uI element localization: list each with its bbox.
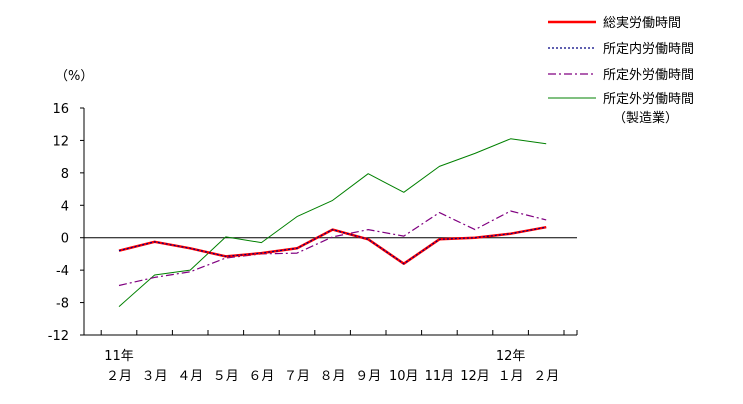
chart-axes: 16 12 8 4 0 -4 -8 -12 （%） ２月 ３月 ４月 ５月 ６月 ７月 ８月 ９月 10月 11月 1… bbox=[48, 69, 578, 384]
x-tick-label: ９月 bbox=[355, 369, 381, 384]
x-tick-label: ８月 bbox=[320, 369, 346, 384]
x-tick-label: 12月 bbox=[460, 369, 490, 384]
x-tick-label: 10月 bbox=[389, 369, 419, 384]
x-year-label: 12年 bbox=[496, 349, 526, 364]
x-tick-label: ２月 bbox=[533, 369, 559, 384]
y-tick-label: 4 bbox=[61, 199, 69, 214]
y-tick-label: 8 bbox=[61, 167, 69, 182]
legend-label-1: 所定内労働時間 bbox=[603, 41, 694, 57]
x-tick-label: ６月 bbox=[248, 369, 274, 384]
series-line-3 bbox=[118, 138, 547, 307]
y-unit-label: （%） bbox=[55, 69, 93, 84]
legend-label-3: 所定外労働時間 bbox=[603, 92, 694, 107]
y-tick-label: 0 bbox=[61, 232, 69, 247]
y-tick-label: -8 bbox=[56, 297, 69, 312]
legend-label-3-line2: （製造業） bbox=[613, 110, 678, 126]
y-tick-label: -4 bbox=[56, 264, 69, 279]
x-tick-label: ２月 bbox=[106, 369, 132, 384]
x-year-label: 11年 bbox=[104, 349, 134, 364]
x-tick-label: ３月 bbox=[142, 369, 168, 384]
y-tick-label: 12 bbox=[52, 134, 69, 149]
y-tick-label: 16 bbox=[52, 102, 69, 117]
x-tick-label: １月 bbox=[498, 369, 524, 384]
y-tick-label: -12 bbox=[48, 329, 69, 344]
series-line-1 bbox=[118, 226, 547, 265]
series-layer bbox=[118, 138, 547, 307]
x-tick-label: ４月 bbox=[177, 369, 203, 384]
x-tick-label: ５月 bbox=[213, 369, 239, 384]
legend-label-0: 総実労働時間 bbox=[603, 15, 681, 31]
series-line-0 bbox=[118, 225, 547, 265]
x-tick-label: ７月 bbox=[284, 369, 310, 384]
legend-label-2: 所定外労働時間 bbox=[603, 68, 694, 83]
x-tick-label: 11月 bbox=[425, 369, 455, 384]
